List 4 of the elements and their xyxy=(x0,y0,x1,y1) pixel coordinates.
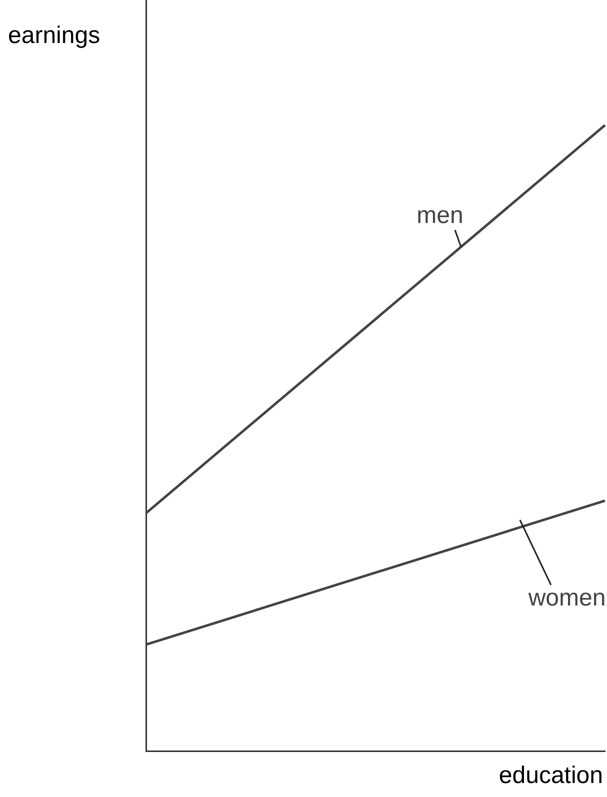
y-axis-title: earnings xyxy=(8,22,100,50)
text: women xyxy=(527,584,606,612)
x-axis-title: education xyxy=(498,762,603,790)
series-label: men xyxy=(416,202,464,230)
